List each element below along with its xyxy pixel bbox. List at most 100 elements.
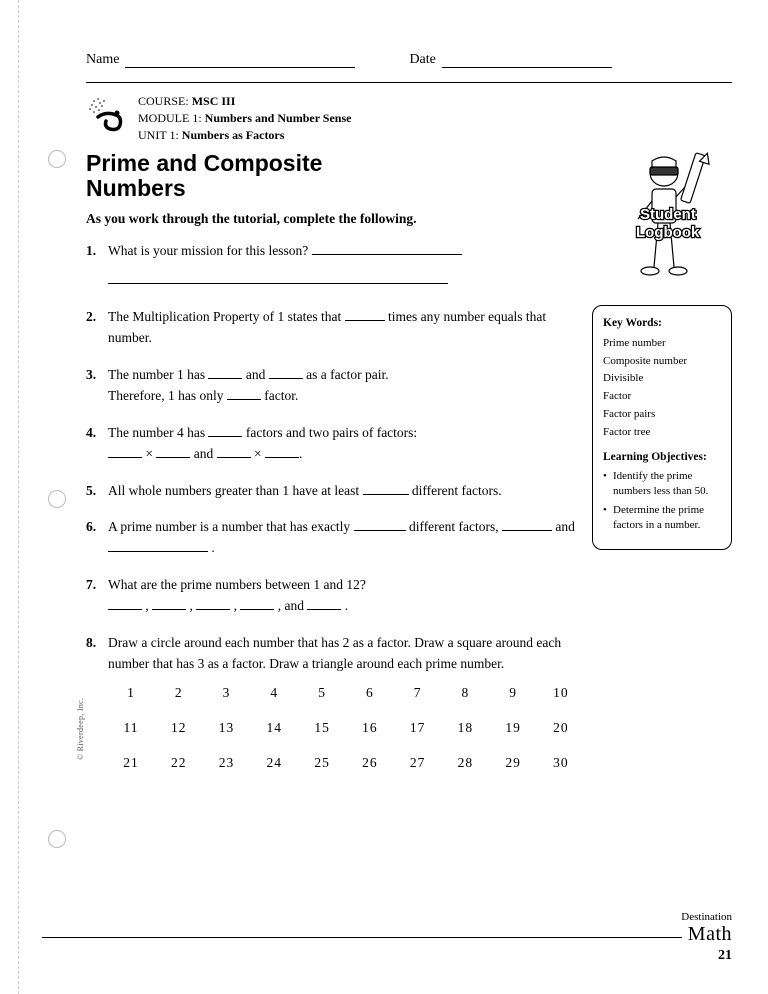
answer-blank[interactable] [108,598,142,610]
q-text: Draw a circle around each number that ha… [108,635,561,671]
grid-cell[interactable]: 23 [212,753,242,774]
answer-blank[interactable] [152,598,186,610]
answer-blank[interactable] [108,446,142,458]
question-5: 5. All whole numbers greater than 1 have… [86,481,576,502]
answer-blank[interactable] [217,446,251,458]
grid-cell[interactable]: 20 [546,718,576,739]
binder-perforation [18,0,19,994]
date-label: Date [409,52,435,68]
question-3: 3. The number 1 has and as a factor pair… [86,365,576,407]
answer-blank[interactable] [269,367,303,379]
date-blank[interactable] [442,54,612,68]
sidebar: Student Logbook Key Words: Prime number … [592,241,732,804]
grid-cell[interactable]: 8 [450,683,480,704]
q-body: The number 1 has and as a factor pair. T… [108,365,576,407]
name-blank[interactable] [125,54,355,68]
objectives-title: Learning Objectives: [603,450,721,466]
q-text: × [145,446,153,461]
grid-cell[interactable]: 3 [212,683,242,704]
grid-cell[interactable]: 14 [259,718,289,739]
grid-row: 123456789 10 [116,683,576,704]
grid-cell[interactable]: 18 [450,718,480,739]
answer-blank[interactable] [265,446,299,458]
answer-blank[interactable] [345,309,385,321]
grid-cell[interactable]: 12 [164,718,194,739]
number-grid: 12345678910 11121314151617181920 2122232… [116,683,576,774]
answer-blank[interactable] [312,243,462,255]
grid-cell[interactable]: 27 [403,753,433,774]
grid-cell[interactable]: 13 [212,718,242,739]
q-body: The Multiplication Property of 1 states … [108,307,576,349]
course-value: MSC III [192,94,236,108]
grid-cell[interactable]: 6 [355,683,385,704]
copyright-text: © Riverdeep, Inc. [76,698,85,760]
grid-cell[interactable]: 21 [116,753,146,774]
answer-blank[interactable] [208,425,242,437]
keyword: Prime number [603,336,721,351]
grid-cell[interactable]: 24 [259,753,289,774]
mascot-text-1: Student [640,206,696,223]
q-body: All whole numbers greater than 1 have at… [108,481,576,502]
unit-value: Numbers as Factors [182,128,285,142]
grid-cell[interactable]: 26 [355,753,385,774]
answer-blank[interactable] [227,388,261,400]
question-4: 4. The number 4 has factors and two pair… [86,423,576,465]
grid-cell[interactable]: 2 [164,683,194,704]
answer-blank[interactable] [108,540,208,552]
q-text: × [254,446,262,461]
course-label: COURSE: [138,94,189,108]
binder-hole [48,490,66,508]
q-body: What are the prime numbers between 1 and… [108,575,576,617]
grid-cell[interactable]: 25 [307,753,337,774]
answer-blank[interactable] [354,519,406,531]
keyword: Factor tree [603,425,721,440]
q-body: What is your mission for this lesson? [108,241,576,291]
mascot-text-2: Logbook [636,224,700,241]
question-1: 1. What is your mission for this lesson? [86,241,576,291]
grid-cell[interactable]: 17 [403,718,433,739]
logo-icon [86,95,128,137]
grid-cell[interactable]: 22 [164,753,194,774]
grid-cell[interactable]: 7 [403,683,433,704]
grid-cell[interactable]: 1 [116,683,146,704]
question-2: 2. The Multiplication Property of 1 stat… [86,307,576,349]
keyword: Composite number [603,354,721,369]
answer-blank[interactable] [208,367,242,379]
answer-blank[interactable] [363,483,409,495]
binder-hole [48,150,66,168]
grid-cell[interactable]: 30 [546,753,576,774]
grid-cell[interactable]: 19 [498,718,528,739]
answer-blank[interactable] [108,272,448,284]
q-text: , [145,598,148,613]
q-text: The Multiplication Property of 1 states … [108,309,341,324]
key-words-box: Key Words: Prime number Composite number… [592,305,732,549]
grid-cell[interactable]: 28 [450,753,480,774]
questions-list: 1. What is your mission for this lesson?… [86,241,576,804]
header-rule [86,82,732,83]
grid-cell[interactable]: 9 [498,683,528,704]
unit-label: UNIT 1: [138,128,179,142]
q-text: , and [278,598,304,613]
answer-blank[interactable] [307,598,341,610]
grid-cell[interactable]: 29 [498,753,528,774]
q-text: factors and two pairs of factors: [246,425,417,440]
answer-blank[interactable] [196,598,230,610]
q-text: The number 4 has [108,425,205,440]
grid-cell[interactable]: 16 [355,718,385,739]
grid-row: 21 22 23 24 25 26 27 28 29 30 [116,753,576,774]
content-row: 1. What is your mission for this lesson?… [86,241,732,804]
grid-cell[interactable]: 11 [116,718,146,739]
grid-cell[interactable]: 15 [307,718,337,739]
page-number: 21 [681,948,732,964]
bullet-icon: • [603,469,613,499]
grid-cell[interactable]: 5 [307,683,337,704]
q-text: different factors. [412,483,502,498]
answer-blank[interactable] [240,598,274,610]
q-num: 8. [86,633,108,788]
grid-cell[interactable]: 4 [259,683,289,704]
q-num: 3. [86,365,108,407]
answer-blank[interactable] [156,446,190,458]
worksheet-page: Name Date COURSE: MSC III MODULE 1: Numb… [86,52,732,804]
answer-blank[interactable] [502,519,552,531]
grid-cell[interactable]: 10 [546,683,576,704]
